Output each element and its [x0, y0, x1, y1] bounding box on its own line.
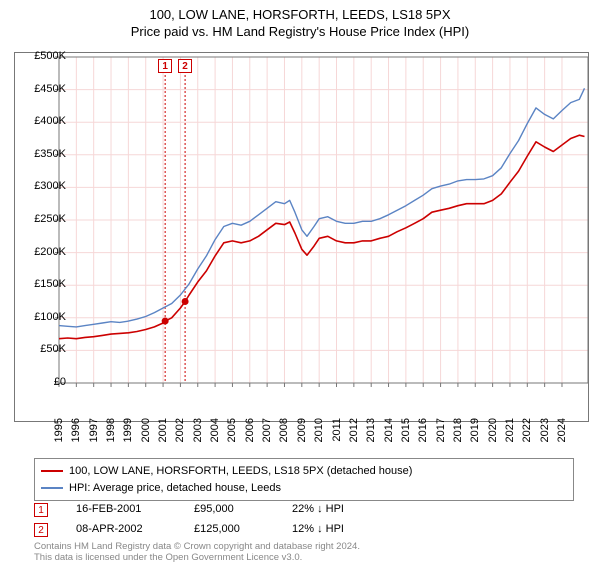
xtick-label: 2002 — [174, 418, 186, 442]
footer-attribution: Contains HM Land Registry data © Crown c… — [34, 542, 574, 564]
ytick-label: £350K — [34, 148, 66, 160]
legend-swatch — [41, 470, 63, 472]
ytick-label: £150K — [34, 278, 66, 290]
xtick-label: 2014 — [383, 418, 395, 442]
chart-title-line2: Price paid vs. HM Land Registry's House … — [0, 24, 600, 39]
xtick-label: 1999 — [122, 418, 134, 442]
ytick-label: £250K — [34, 213, 66, 225]
xtick-label: 2013 — [365, 418, 377, 442]
transaction-row: 2 08-APR-2002 £125,000 12% ↓ HPI — [34, 520, 574, 540]
xtick-label: 1998 — [105, 418, 117, 442]
legend-row: 100, LOW LANE, HORSFORTH, LEEDS, LS18 5P… — [41, 463, 567, 480]
chart-area: 12 — [14, 52, 589, 422]
xtick-label: 1997 — [88, 418, 100, 442]
xtick-label: 2017 — [435, 418, 447, 442]
legend-label: 100, LOW LANE, HORSFORTH, LEEDS, LS18 5P… — [69, 463, 412, 480]
xtick-label: 2001 — [157, 418, 169, 442]
sale-marker-1: 1 — [158, 59, 172, 73]
xtick-label: 2005 — [226, 418, 238, 442]
transaction-date: 16-FEB-2001 — [76, 500, 166, 520]
ytick-label: £0 — [54, 376, 66, 388]
transaction-price: £125,000 — [194, 520, 264, 540]
xtick-label: 2008 — [278, 418, 290, 442]
ytick-label: £200K — [34, 246, 66, 258]
xtick-label: 2000 — [140, 418, 152, 442]
xtick-label: 1995 — [53, 418, 65, 442]
xtick-label: 2018 — [452, 418, 464, 442]
sale-marker-2: 2 — [178, 59, 192, 73]
ytick-label: £500K — [34, 50, 66, 62]
xtick-label: 2009 — [296, 418, 308, 442]
xtick-label: 2011 — [331, 418, 343, 442]
ytick-label: £100K — [34, 311, 66, 323]
legend-swatch — [41, 487, 63, 489]
xtick-label: 1996 — [70, 418, 82, 442]
xtick-label: 2003 — [192, 418, 204, 442]
transaction-date: 08-APR-2002 — [76, 520, 166, 540]
transaction-price: £95,000 — [194, 500, 264, 520]
transaction-row: 1 16-FEB-2001 £95,000 22% ↓ HPI — [34, 500, 574, 520]
xtick-label: 2019 — [469, 418, 481, 442]
chart-legend: 100, LOW LANE, HORSFORTH, LEEDS, LS18 5P… — [34, 458, 574, 501]
xtick-label: 2006 — [244, 418, 256, 442]
chart-title-line1: 100, LOW LANE, HORSFORTH, LEEDS, LS18 5P… — [0, 6, 600, 24]
transaction-marker: 1 — [34, 503, 48, 517]
legend-label: HPI: Average price, detached house, Leed… — [69, 480, 281, 497]
ytick-label: £400K — [34, 115, 66, 127]
xtick-label: 2021 — [504, 418, 516, 442]
transaction-marker: 2 — [34, 523, 48, 537]
xtick-label: 2004 — [209, 418, 221, 442]
ytick-label: £300K — [34, 180, 66, 192]
xtick-label: 2010 — [313, 418, 325, 442]
transaction-pct-vs-hpi: 12% ↓ HPI — [292, 520, 402, 540]
xtick-label: 2020 — [487, 418, 499, 442]
xtick-label: 2015 — [400, 418, 412, 442]
xtick-label: 2024 — [556, 418, 568, 442]
xtick-label: 2023 — [539, 418, 551, 442]
xtick-label: 2012 — [348, 418, 360, 442]
footer-line1: Contains HM Land Registry data © Crown c… — [34, 541, 360, 552]
footer-line2: This data is licensed under the Open Gov… — [34, 552, 302, 563]
ytick-label: £50K — [40, 343, 66, 355]
transaction-table: 1 16-FEB-2001 £95,000 22% ↓ HPI 2 08-APR-2002… — [34, 500, 574, 540]
transaction-pct-vs-hpi: 22% ↓ HPI — [292, 500, 402, 520]
xtick-label: 2022 — [521, 418, 533, 442]
ytick-label: £450K — [34, 83, 66, 95]
xtick-label: 2007 — [261, 418, 273, 442]
xtick-label: 2016 — [417, 418, 429, 442]
legend-row: HPI: Average price, detached house, Leed… — [41, 480, 567, 497]
line-chart-svg — [15, 53, 590, 423]
